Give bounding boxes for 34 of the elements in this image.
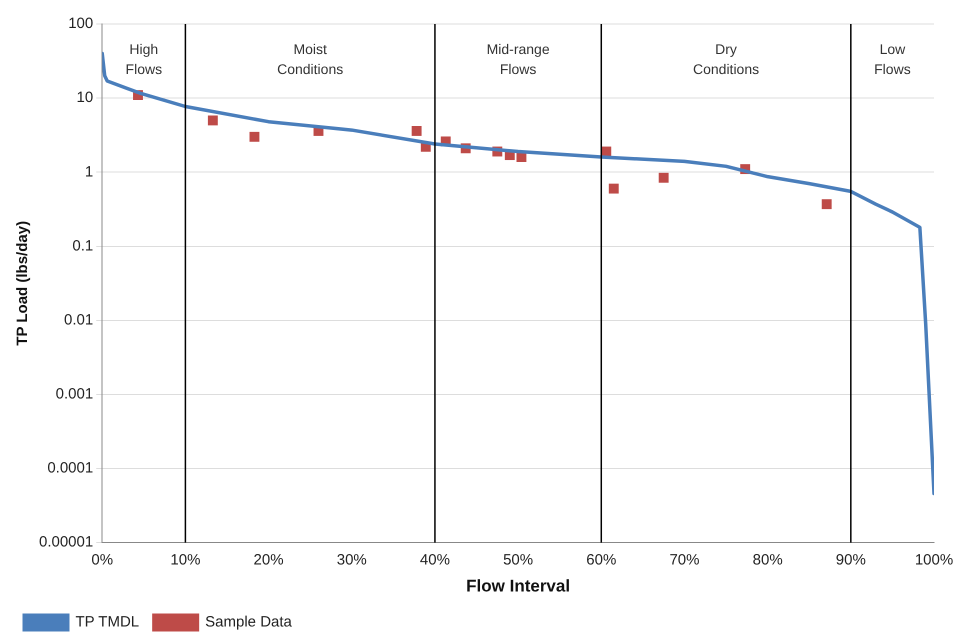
y-tick-label: 0.0001 xyxy=(47,460,94,477)
y-tick-label: 0.1 xyxy=(72,237,94,254)
y-tick-label: 0.001 xyxy=(56,386,94,403)
y-tick-label: 0.00001 xyxy=(38,534,94,551)
x-tick-label: 50% xyxy=(503,552,534,569)
annotation: High Flows xyxy=(126,40,162,77)
annotation: Low Flows xyxy=(874,40,911,77)
point xyxy=(608,184,619,194)
x-tick-label: 100% xyxy=(914,552,954,569)
point xyxy=(658,172,669,183)
x-tick-label: 40% xyxy=(420,552,450,569)
annotation: Moist Conditions xyxy=(277,40,344,77)
legend-label: TP TMDL xyxy=(76,614,140,631)
point xyxy=(412,126,422,136)
x-tick-label: 60% xyxy=(586,552,616,569)
x-tick-label: 10% xyxy=(170,552,200,569)
point xyxy=(249,132,260,142)
y-axis-title: TP Load (lbs/day) xyxy=(14,220,32,346)
y-tick-label: 10 xyxy=(76,89,94,106)
annotation: Mid-range Flows xyxy=(486,40,550,77)
y-tick-label: 0.01 xyxy=(64,311,94,328)
x-axis-title: Flow Interval xyxy=(466,576,570,596)
x-tick-label: 70% xyxy=(669,552,700,569)
x-tick-label: 0% xyxy=(91,552,114,569)
annotation: Dry Conditions xyxy=(692,40,760,77)
x-tick-label: 30% xyxy=(336,552,367,569)
x-tick-label: 20% xyxy=(254,552,284,569)
x-tick-label: 90% xyxy=(836,552,866,569)
y-tick-label: 100 xyxy=(68,15,94,32)
point xyxy=(822,199,832,210)
y-tick-label: 1 xyxy=(84,163,94,180)
legend-label: Sample Data xyxy=(205,614,293,631)
point xyxy=(208,115,218,126)
x-tick-label: 80% xyxy=(752,552,783,569)
